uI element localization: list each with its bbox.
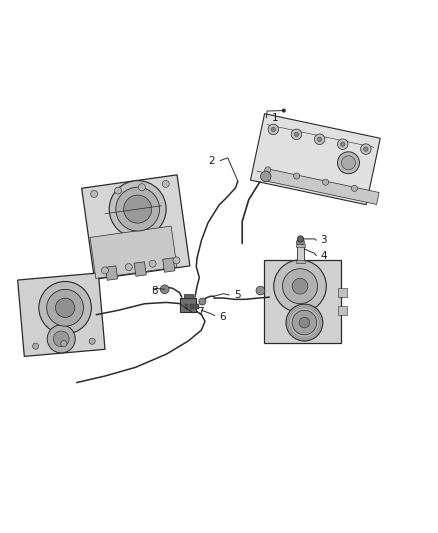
Circle shape [47,289,84,326]
Circle shape [338,152,360,174]
Polygon shape [251,114,380,205]
Circle shape [109,181,166,238]
Circle shape [199,298,206,305]
Circle shape [149,260,156,267]
Circle shape [101,267,108,274]
Bar [264,260,340,343]
Circle shape [360,144,371,155]
Circle shape [261,171,271,182]
Circle shape [116,187,159,231]
Circle shape [265,167,271,173]
Circle shape [299,317,310,328]
Circle shape [340,142,345,147]
Circle shape [364,147,368,151]
Bar [195,304,199,309]
Bar [106,266,118,280]
Bar [180,298,196,312]
Circle shape [89,338,95,344]
Text: 2: 2 [208,156,215,166]
Circle shape [32,343,39,349]
Text: 5: 5 [234,290,241,300]
Circle shape [351,185,357,191]
Text: 3: 3 [321,235,327,245]
Bar [296,260,305,263]
Circle shape [256,286,265,295]
Polygon shape [297,239,304,246]
Bar [184,294,193,298]
Polygon shape [90,226,177,278]
Circle shape [322,179,328,185]
Bar [134,262,146,276]
Circle shape [162,180,169,188]
Bar [162,258,175,272]
Circle shape [114,187,121,194]
Circle shape [293,173,300,179]
Circle shape [283,269,318,304]
Circle shape [291,129,302,140]
Circle shape [314,134,325,144]
Circle shape [91,190,98,197]
Circle shape [268,124,279,135]
Circle shape [274,260,326,312]
Circle shape [282,109,286,112]
Text: 7: 7 [197,308,204,318]
Circle shape [125,264,132,271]
Text: 4: 4 [321,251,327,261]
Bar [297,246,304,262]
Circle shape [173,257,180,264]
Polygon shape [18,273,105,357]
Circle shape [337,139,348,149]
Circle shape [160,285,169,294]
Circle shape [56,298,75,317]
Circle shape [271,127,276,132]
Circle shape [318,137,322,141]
Polygon shape [263,168,379,205]
Circle shape [124,195,152,223]
Text: 1: 1 [272,114,278,124]
Circle shape [342,156,356,170]
Polygon shape [81,175,190,279]
Circle shape [292,310,317,335]
Circle shape [53,331,69,347]
Text: 8: 8 [151,286,158,296]
Circle shape [292,278,308,294]
Circle shape [138,184,145,191]
Circle shape [297,236,304,242]
Bar [338,306,347,314]
Bar [190,304,194,309]
Bar [296,244,305,247]
Bar [338,288,347,297]
Circle shape [294,132,299,136]
Text: 6: 6 [219,312,226,322]
Bar [185,304,188,309]
Circle shape [39,281,92,334]
Circle shape [47,325,75,353]
Circle shape [286,304,323,341]
Circle shape [61,341,67,347]
